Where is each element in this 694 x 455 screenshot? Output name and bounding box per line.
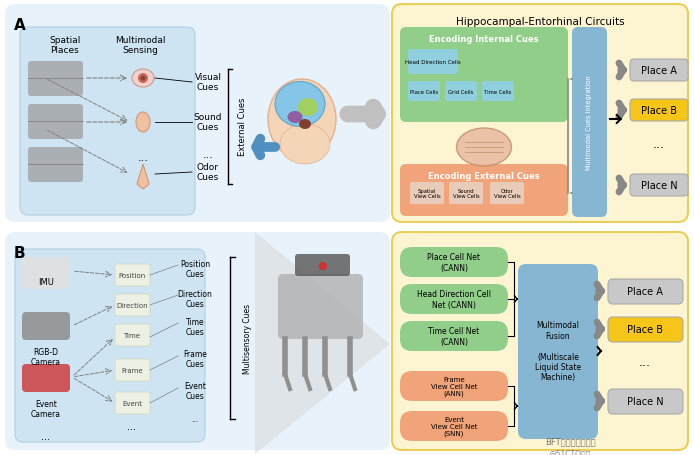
FancyBboxPatch shape (28, 105, 83, 140)
Text: ...: ... (203, 150, 214, 160)
FancyBboxPatch shape (5, 233, 390, 450)
FancyBboxPatch shape (608, 389, 683, 414)
Text: ...: ... (128, 421, 137, 431)
Text: Head Direction Cells: Head Direction Cells (405, 61, 461, 66)
Ellipse shape (275, 82, 325, 127)
Ellipse shape (280, 125, 330, 165)
FancyBboxPatch shape (400, 248, 508, 278)
FancyBboxPatch shape (22, 312, 70, 340)
Text: Head Direction Cell
Net (CANN): Head Direction Cell Net (CANN) (417, 290, 491, 309)
Text: Place B: Place B (641, 106, 677, 116)
Ellipse shape (299, 120, 311, 130)
FancyBboxPatch shape (400, 371, 508, 401)
FancyBboxPatch shape (608, 317, 683, 342)
FancyBboxPatch shape (15, 249, 205, 442)
Text: Grid Cells: Grid Cells (448, 89, 474, 94)
FancyBboxPatch shape (608, 279, 683, 304)
Text: RGB-D
Camera: RGB-D Camera (31, 347, 61, 367)
FancyBboxPatch shape (5, 5, 390, 222)
FancyBboxPatch shape (28, 148, 83, 182)
Text: Place A: Place A (641, 66, 677, 76)
Ellipse shape (138, 74, 148, 84)
Text: Direction
Cues: Direction Cues (178, 289, 212, 309)
Text: Odor
View Cells: Odor View Cells (493, 188, 520, 199)
FancyBboxPatch shape (400, 165, 568, 217)
FancyBboxPatch shape (408, 82, 440, 102)
Text: ...: ... (137, 153, 149, 162)
FancyBboxPatch shape (115, 324, 150, 346)
FancyBboxPatch shape (115, 294, 150, 316)
Text: Multimodal Cues Integration: Multimodal Cues Integration (586, 76, 592, 170)
Text: ●: ● (317, 260, 327, 270)
Text: Place N: Place N (627, 396, 663, 406)
Text: Frame
Cues: Frame Cues (183, 349, 207, 369)
Text: Spatial
Places: Spatial Places (49, 36, 81, 55)
Text: Event
View Cell Net
(SNN): Event View Cell Net (SNN) (431, 416, 477, 436)
FancyBboxPatch shape (20, 28, 195, 216)
FancyBboxPatch shape (572, 28, 607, 217)
Text: Encoding External Cues: Encoding External Cues (428, 172, 540, 181)
FancyBboxPatch shape (392, 233, 688, 450)
Text: ...: ... (448, 449, 460, 455)
Text: Position
Cues: Position Cues (180, 259, 210, 279)
FancyBboxPatch shape (115, 359, 150, 381)
Text: Time: Time (124, 332, 140, 338)
Text: A: A (14, 18, 26, 33)
FancyBboxPatch shape (490, 182, 524, 205)
Text: ...: ... (42, 431, 51, 441)
Text: External Cues: External Cues (238, 97, 247, 156)
Text: @51CTO博客: @51CTO博客 (549, 448, 591, 455)
Text: Place B: Place B (627, 324, 663, 334)
Ellipse shape (140, 76, 146, 81)
Text: Visual
Cues: Visual Cues (194, 73, 221, 92)
Text: Direction: Direction (116, 302, 148, 308)
FancyBboxPatch shape (28, 62, 83, 97)
Text: IMU: IMU (38, 278, 54, 286)
FancyBboxPatch shape (400, 284, 508, 314)
FancyBboxPatch shape (630, 175, 688, 197)
Text: BFT智能机器人研究: BFT智能机器人研究 (545, 436, 595, 445)
FancyBboxPatch shape (400, 411, 508, 441)
FancyBboxPatch shape (630, 100, 688, 122)
Text: Time Cell Net
(CANN): Time Cell Net (CANN) (428, 327, 480, 346)
FancyBboxPatch shape (445, 82, 477, 102)
Text: Time Cells: Time Cells (484, 89, 511, 94)
Text: Frame
View Cell Net
(ANN): Frame View Cell Net (ANN) (431, 376, 477, 396)
FancyBboxPatch shape (408, 50, 458, 75)
FancyBboxPatch shape (400, 28, 568, 123)
Text: Encoding Internal Cues: Encoding Internal Cues (429, 35, 539, 44)
FancyBboxPatch shape (278, 274, 363, 339)
FancyBboxPatch shape (22, 364, 70, 392)
Text: Place N: Place N (641, 181, 677, 191)
Text: Odor
Cues: Odor Cues (197, 162, 219, 182)
Ellipse shape (268, 80, 336, 160)
FancyBboxPatch shape (449, 182, 483, 205)
Text: Event
Camera: Event Camera (31, 399, 61, 419)
Text: Position: Position (119, 273, 146, 278)
Text: Place Cell Net
(CANN): Place Cell Net (CANN) (428, 253, 480, 272)
FancyBboxPatch shape (295, 254, 350, 276)
Text: ...: ... (192, 414, 198, 423)
Text: Time
Cues: Time Cues (185, 317, 204, 337)
Ellipse shape (287, 112, 303, 124)
FancyBboxPatch shape (115, 264, 150, 286)
FancyBboxPatch shape (630, 60, 688, 82)
FancyBboxPatch shape (392, 5, 688, 222)
Ellipse shape (298, 99, 318, 117)
Text: Place Cells: Place Cells (410, 89, 438, 94)
Text: Multisensory Cues: Multisensory Cues (243, 303, 252, 373)
Text: ...: ... (639, 356, 651, 369)
Text: Frame: Frame (121, 367, 143, 373)
Text: Multimodal
Sensing: Multimodal Sensing (115, 36, 165, 55)
FancyBboxPatch shape (400, 321, 508, 351)
Ellipse shape (132, 70, 154, 88)
Ellipse shape (136, 113, 150, 133)
FancyBboxPatch shape (22, 258, 70, 289)
Text: B: B (14, 245, 26, 260)
Polygon shape (137, 165, 149, 190)
FancyBboxPatch shape (482, 82, 514, 102)
FancyBboxPatch shape (115, 392, 150, 414)
Text: Event: Event (122, 400, 142, 406)
Polygon shape (255, 233, 390, 454)
